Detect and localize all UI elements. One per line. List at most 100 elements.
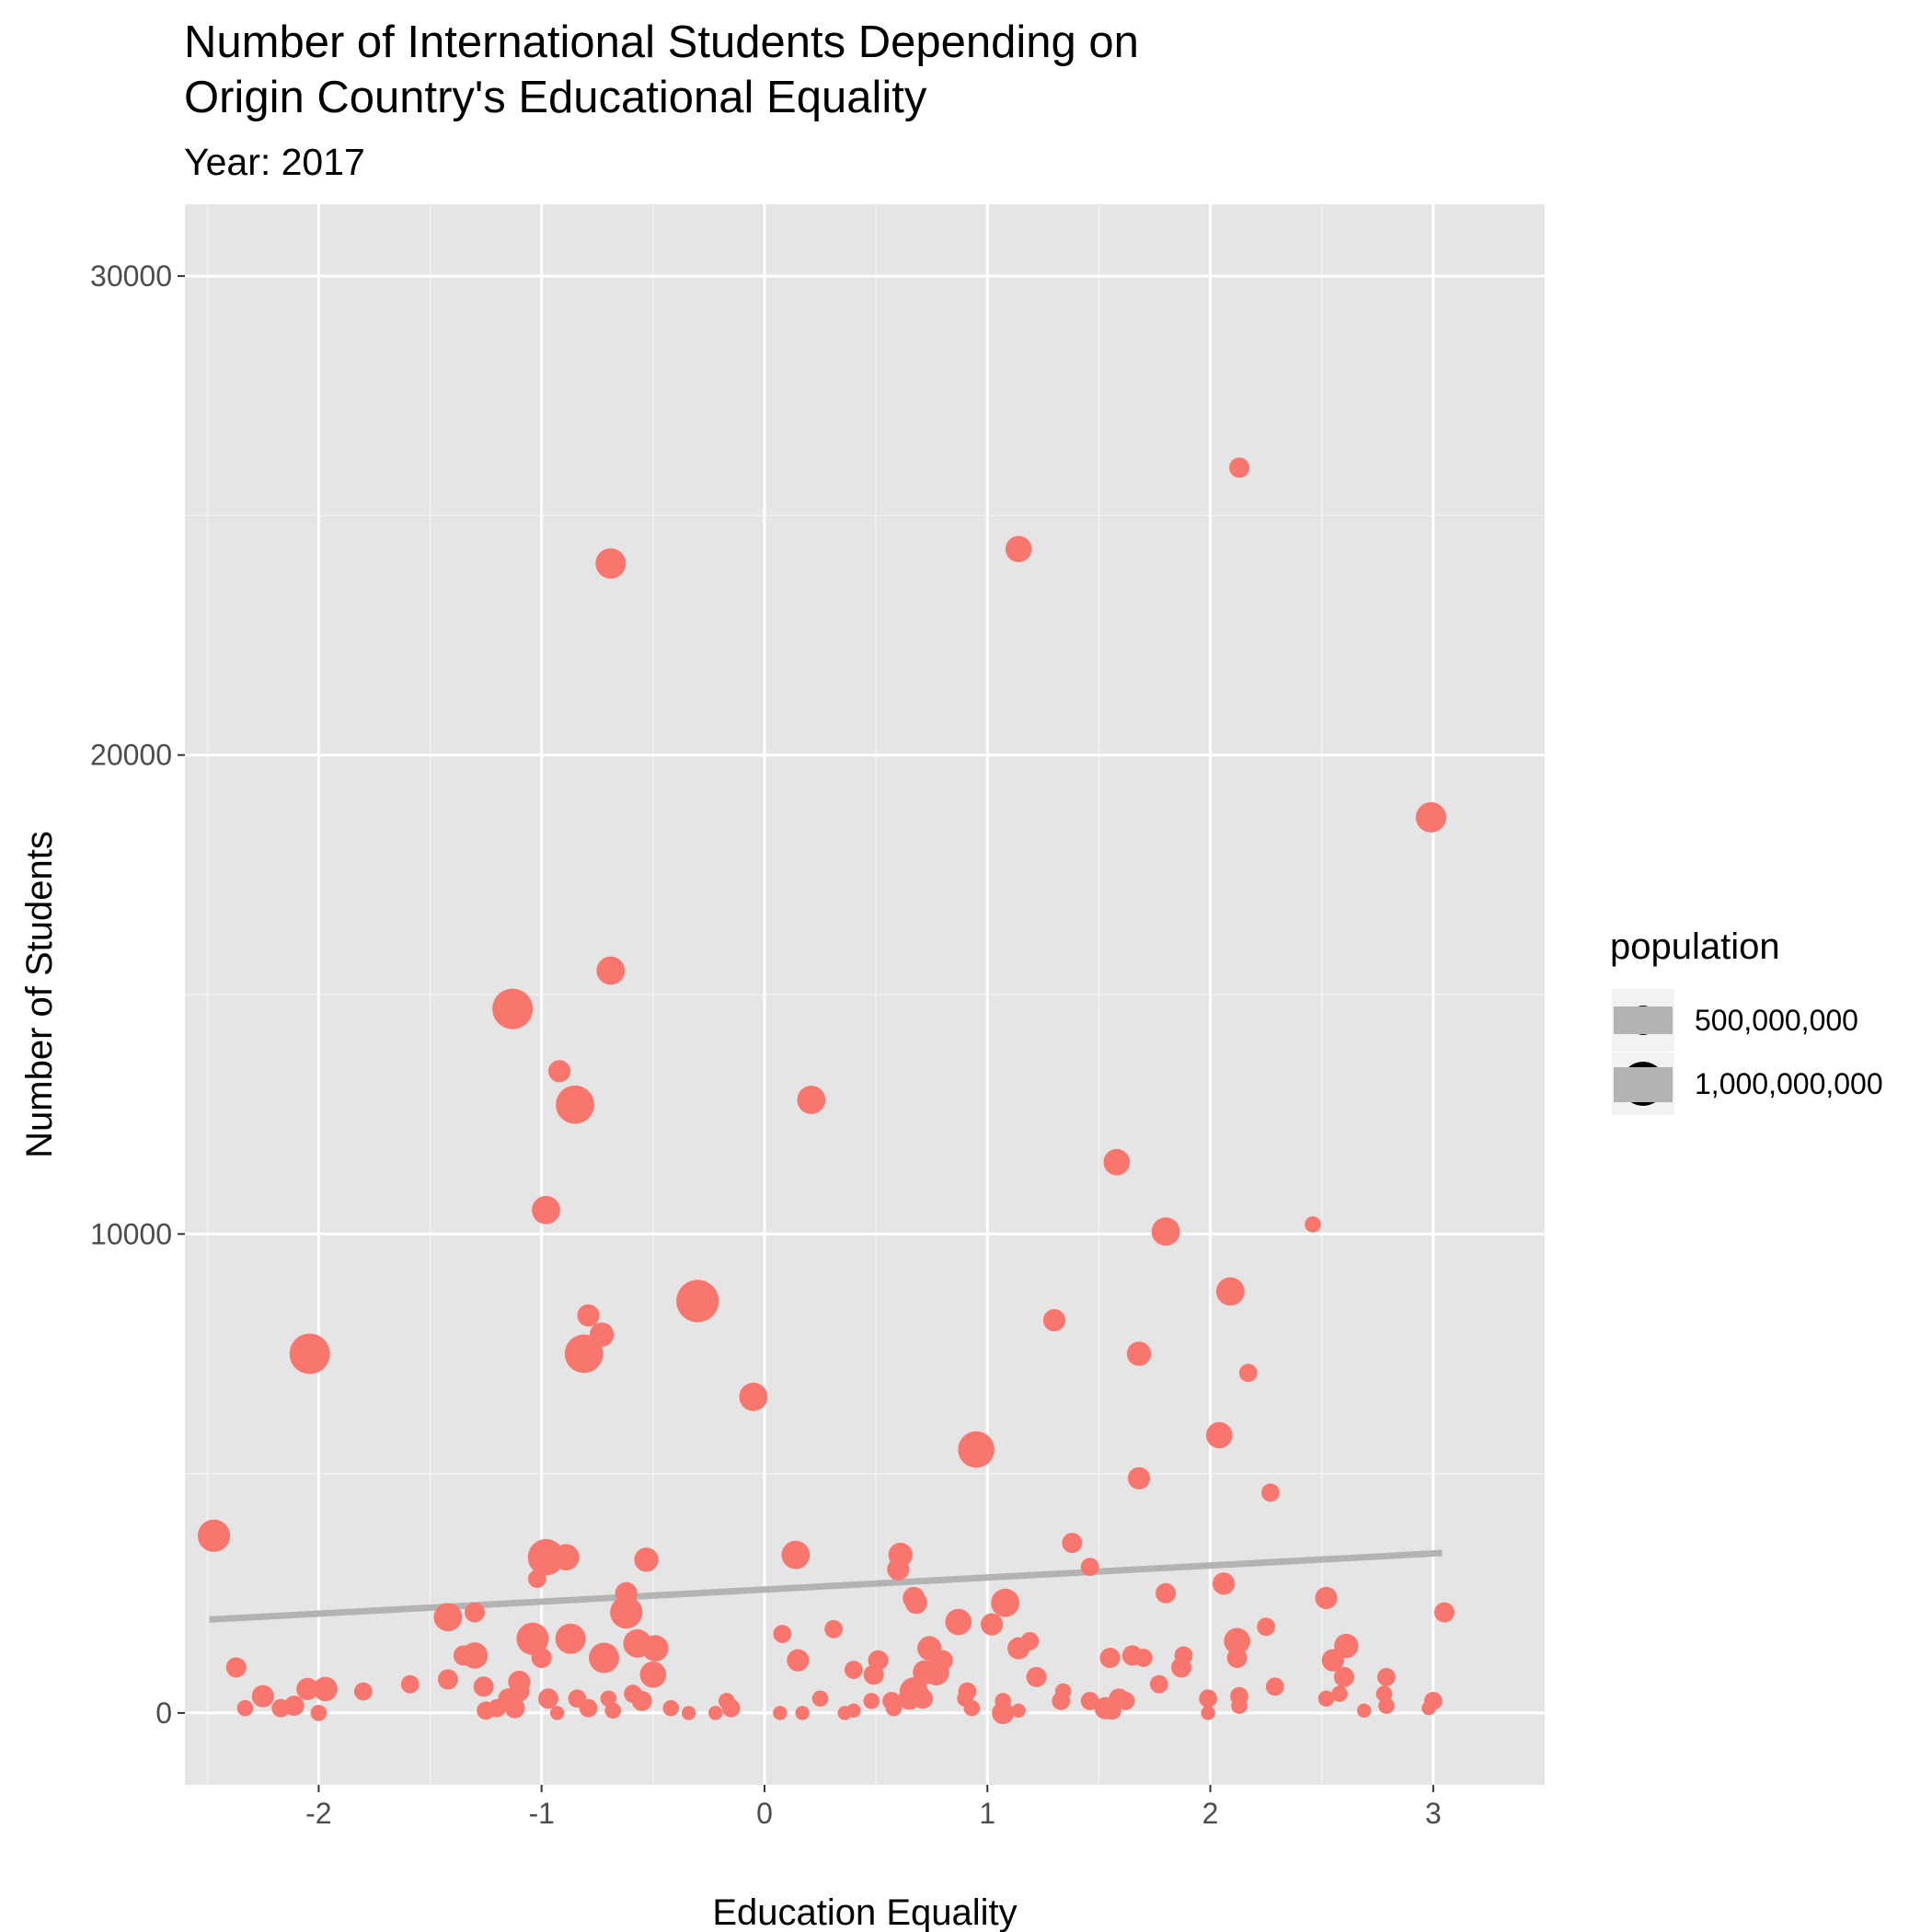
data-point	[1116, 1691, 1135, 1710]
data-point	[1005, 535, 1032, 563]
legend-key-2-line	[1614, 1067, 1673, 1102]
data-point	[1377, 1667, 1396, 1686]
data-point	[596, 956, 626, 985]
data-point	[773, 1706, 788, 1720]
data-point	[610, 1595, 643, 1629]
data-point	[296, 1677, 319, 1700]
data-point	[1199, 1689, 1218, 1708]
data-point	[1103, 1701, 1121, 1720]
data-point	[1126, 1341, 1152, 1366]
data-point	[1265, 1677, 1284, 1696]
data-point	[863, 1693, 880, 1709]
chart-subtitle: Year: 2017	[184, 141, 365, 183]
data-point	[773, 1625, 792, 1643]
data-point	[400, 1674, 420, 1694]
data-point	[197, 1519, 231, 1552]
legend-key-1-line	[1614, 1006, 1673, 1034]
legend-label-2: 1,000,000,000	[1695, 1067, 1883, 1100]
chart-title-line-2: Origin Country's Educational Equality	[184, 73, 927, 122]
data-point	[564, 1334, 604, 1374]
data-point	[739, 1382, 768, 1411]
trend-line	[209, 1549, 1443, 1623]
data-point	[1011, 1703, 1026, 1719]
data-point	[1257, 1617, 1276, 1637]
data-point	[846, 1703, 861, 1719]
data-point	[547, 1060, 571, 1083]
data-point	[1133, 1649, 1153, 1667]
data-point	[981, 1613, 1004, 1636]
data-point	[1261, 1483, 1280, 1502]
data-point	[885, 1699, 903, 1717]
data-point	[811, 1690, 829, 1708]
data-point	[1052, 1691, 1071, 1710]
data-point	[1231, 1697, 1248, 1714]
axes-layer: -2 -1 0 1 2 3 0 10000 20000 30000	[90, 259, 1442, 1830]
data-point	[1026, 1666, 1047, 1687]
data-point	[289, 1333, 330, 1374]
data-point	[1315, 1586, 1338, 1610]
data-point	[225, 1657, 247, 1678]
data-point	[1099, 1648, 1121, 1669]
data-point	[1224, 1627, 1250, 1655]
x-tick-label: 2	[1202, 1797, 1219, 1830]
data-point	[681, 1706, 696, 1720]
data-point	[604, 1702, 622, 1719]
chart-title-line-1: Number of International Students Dependi…	[184, 17, 1139, 67]
data-point	[437, 1669, 458, 1690]
data-point	[887, 1558, 910, 1581]
data-point	[236, 1699, 254, 1717]
legend-label-1: 500,000,000	[1695, 1004, 1858, 1037]
data-point	[1212, 1572, 1236, 1595]
data-point	[1007, 1637, 1030, 1660]
data-point	[634, 1547, 659, 1572]
data-point	[963, 1699, 981, 1717]
data-point	[1378, 1697, 1395, 1714]
y-tick-label: 30000	[90, 259, 172, 293]
data-point	[1103, 1148, 1131, 1176]
x-tick-label: 0	[756, 1797, 773, 1830]
data-point	[1331, 1685, 1348, 1702]
data-point	[992, 1701, 1015, 1725]
data-point	[1062, 1533, 1083, 1554]
data-point	[461, 1642, 489, 1669]
data-point	[433, 1603, 463, 1632]
data-point	[310, 1705, 328, 1721]
y-tick-label: 10000	[90, 1217, 172, 1250]
x-axis-title: Education Equality	[712, 1892, 1017, 1932]
data-point	[1149, 1674, 1168, 1694]
legend: population 500,000,000 1,000,000,000	[1610, 926, 1883, 1115]
data-point	[1080, 1558, 1099, 1577]
data-point	[787, 1649, 810, 1672]
data-point	[1205, 1421, 1233, 1449]
legend-title: population	[1610, 926, 1780, 967]
data-point	[527, 1538, 565, 1576]
data-point	[589, 1642, 620, 1673]
y-axis-title: Number of Students	[19, 831, 60, 1158]
data-point	[1201, 1706, 1215, 1720]
data-point	[904, 1592, 927, 1615]
data-point	[1127, 1466, 1151, 1489]
data-point	[473, 1676, 494, 1697]
data-point	[945, 1608, 972, 1636]
data-point	[492, 988, 534, 1029]
data-point	[353, 1682, 373, 1701]
data-point	[555, 1623, 586, 1654]
data-point	[863, 1664, 884, 1685]
data-point	[824, 1619, 843, 1639]
data-point	[1226, 1648, 1248, 1669]
data-point	[251, 1685, 274, 1708]
data-point	[577, 1304, 600, 1327]
data-point	[1156, 1582, 1177, 1604]
data-point	[1421, 1701, 1436, 1716]
data-point	[844, 1661, 863, 1679]
data-point	[923, 1659, 949, 1685]
data-point	[1433, 1602, 1455, 1623]
data-point	[549, 1706, 565, 1720]
y-tick-label: 0	[155, 1696, 172, 1730]
grid-lines	[185, 204, 1545, 1785]
data-point	[553, 1544, 580, 1571]
data-point	[532, 1195, 560, 1225]
data-point	[1333, 1666, 1354, 1687]
x-tick-label: 1	[979, 1797, 995, 1830]
